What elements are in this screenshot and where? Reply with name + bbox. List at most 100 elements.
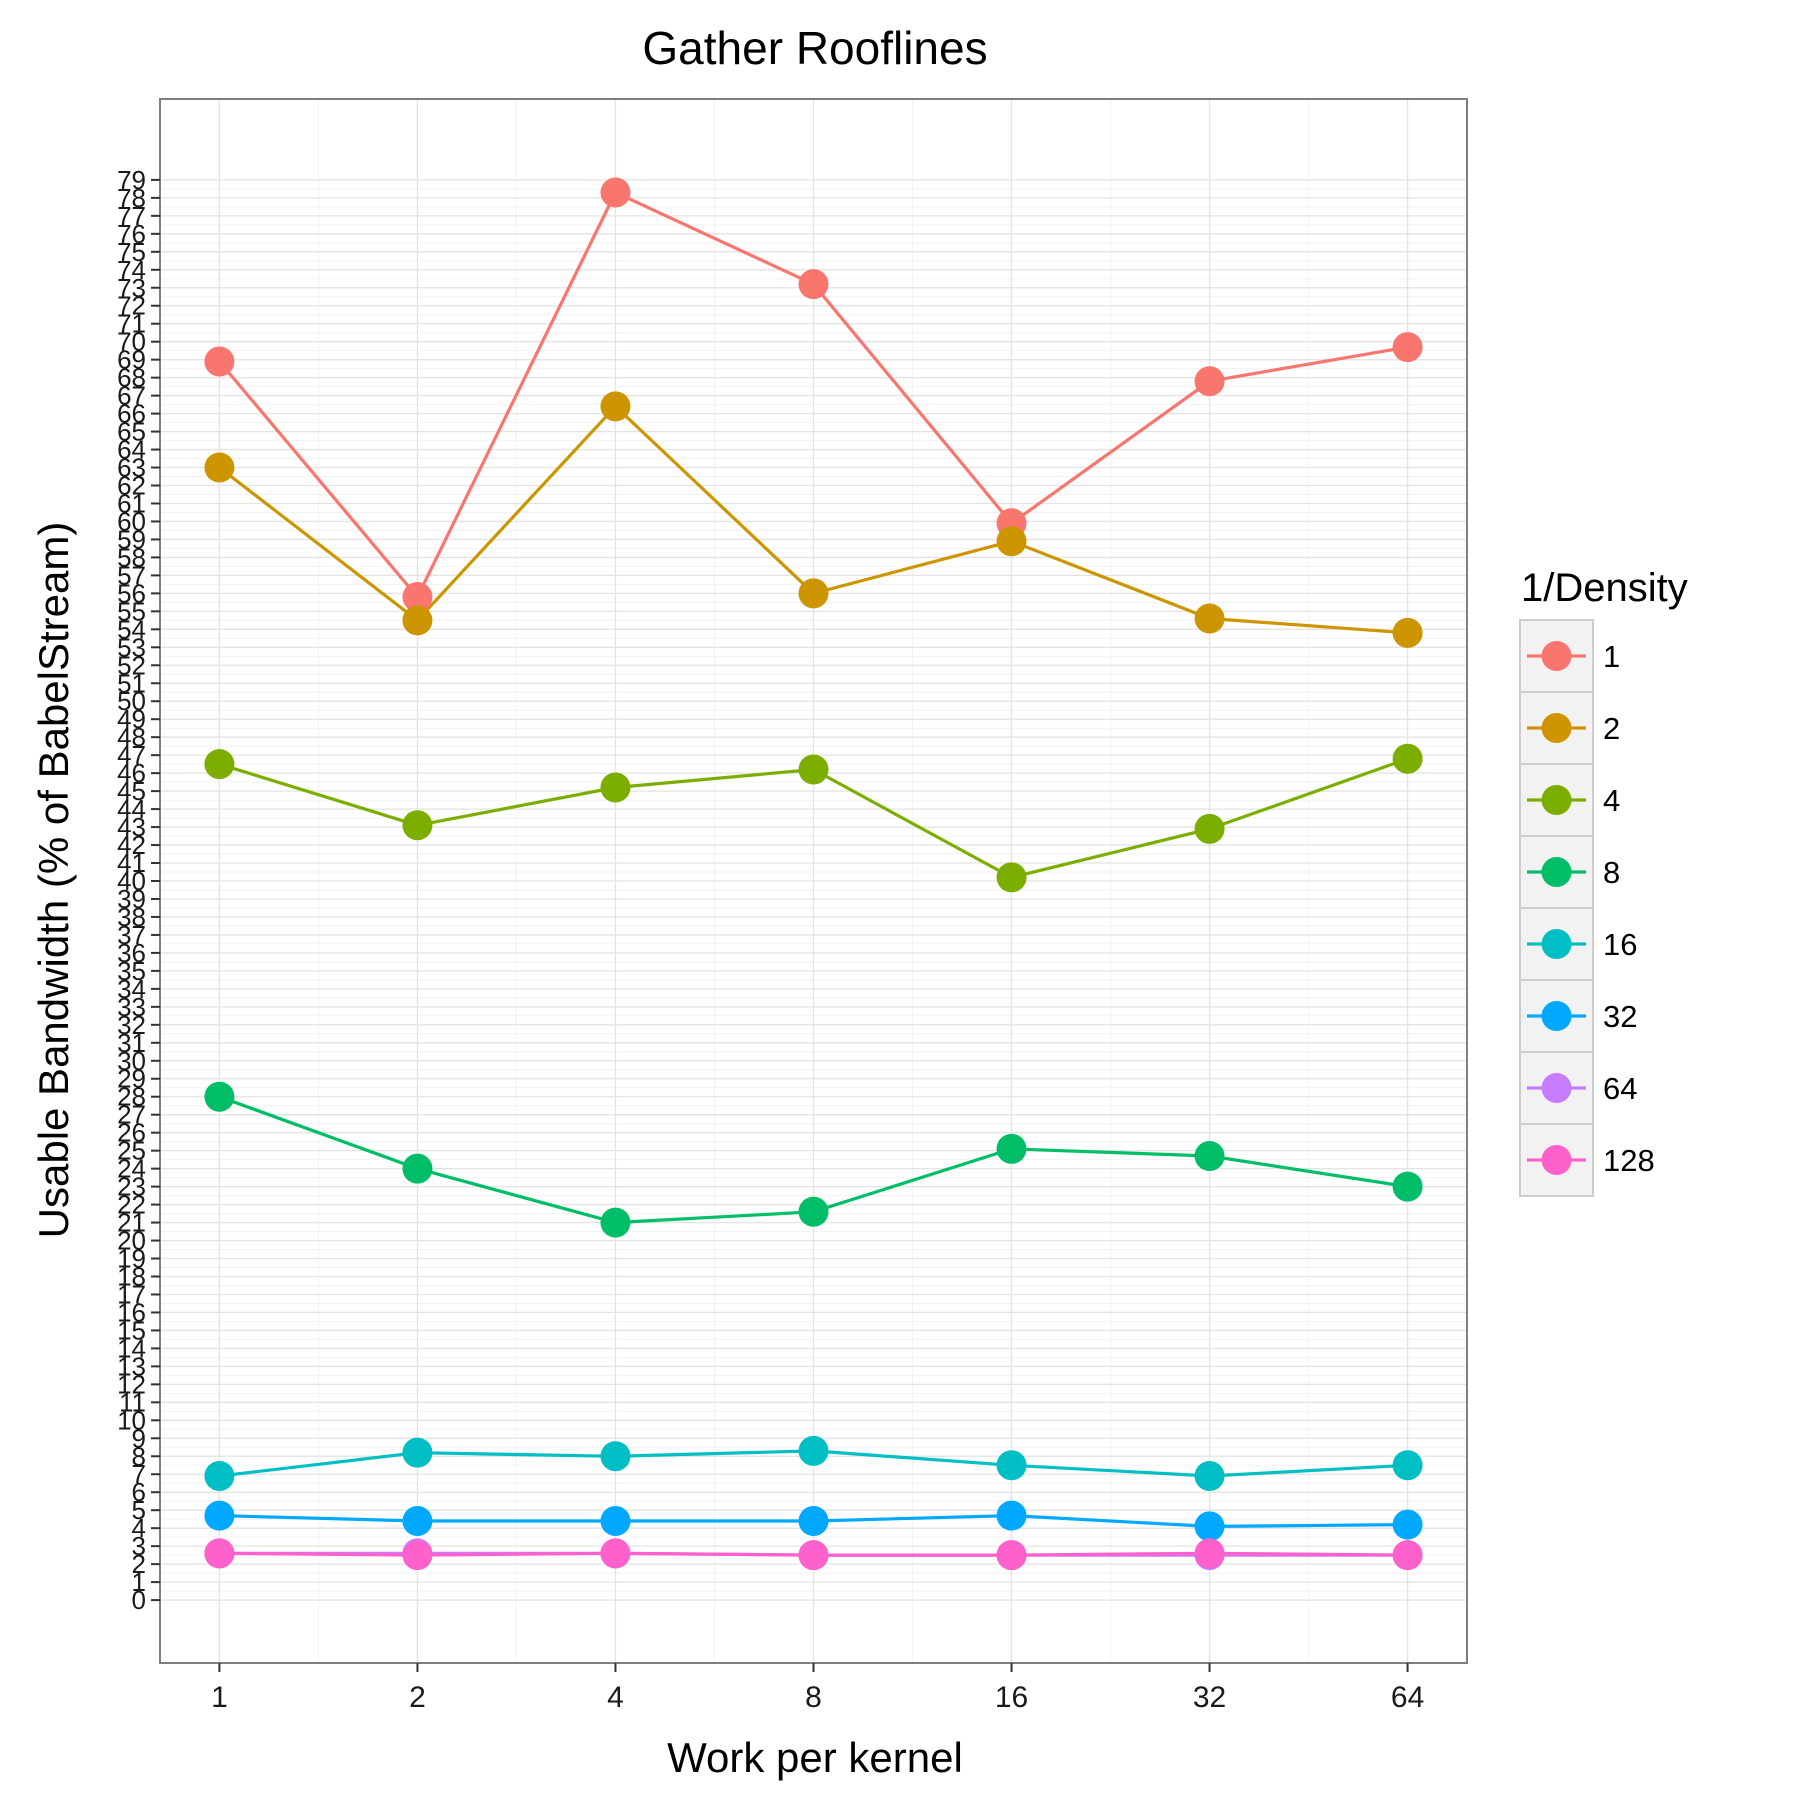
data-point-8 xyxy=(600,1207,631,1238)
data-point-32 xyxy=(1392,1509,1423,1540)
legend-key-point xyxy=(1541,857,1572,887)
data-point-2 xyxy=(996,526,1027,557)
data-point-32 xyxy=(204,1500,235,1531)
legend-label: 1 xyxy=(1603,639,1620,674)
y-tick-label: 76 xyxy=(117,219,146,249)
data-point-1 xyxy=(402,581,433,612)
y-tick-label: 42 xyxy=(117,830,146,860)
y-tick-label: 65 xyxy=(117,417,146,447)
y-tick-label: 21 xyxy=(117,1208,146,1238)
y-tick-label: 69 xyxy=(117,345,146,375)
y-tick-label: 79 xyxy=(117,165,146,195)
y-tick-label: 22 xyxy=(117,1190,146,1220)
data-point-2 xyxy=(798,578,829,609)
y-tick-label: 37 xyxy=(117,920,146,950)
y-tick-label: 10 xyxy=(117,1405,146,1435)
data-point-16 xyxy=(1392,1450,1423,1481)
y-tick-label: 77 xyxy=(117,201,146,231)
y-tick-label: 67 xyxy=(117,381,146,411)
data-point-8 xyxy=(402,1153,433,1184)
y-tick-label: 71 xyxy=(117,309,146,339)
y-tick-label: 5 xyxy=(132,1495,146,1525)
y-axis-title: Usable Bandwidth (% of BabelStream) xyxy=(30,522,77,1239)
data-point-2 xyxy=(204,452,235,483)
data-point-128 xyxy=(996,1540,1027,1571)
data-point-32 xyxy=(600,1505,631,1536)
x-tick-label: 8 xyxy=(805,1681,822,1714)
y-tick-label: 38 xyxy=(117,902,146,932)
y-tick-label: 29 xyxy=(117,1064,146,1094)
y-tick-label: 74 xyxy=(117,255,146,285)
y-tick-label: 15 xyxy=(117,1315,146,1345)
y-tick-label: 61 xyxy=(117,488,146,518)
legend-items: 1 2 4 8 16 32 64 128 xyxy=(1519,619,1655,1197)
y-tick-label: 48 xyxy=(117,722,146,752)
legend-label: 16 xyxy=(1603,927,1637,962)
legend-key-point xyxy=(1541,713,1572,743)
legend-title: 1/Density xyxy=(1521,566,1688,610)
data-point-4 xyxy=(1194,813,1225,844)
data-point-4 xyxy=(996,862,1027,893)
y-tick-label: 13 xyxy=(117,1351,146,1381)
y-tick-label: 57 xyxy=(117,560,146,590)
y-tick-label: 40 xyxy=(117,866,146,896)
legend-key-point xyxy=(1541,1073,1572,1103)
y-tick-label: 56 xyxy=(117,578,146,608)
data-point-4 xyxy=(402,810,433,841)
legend-label: 4 xyxy=(1603,783,1620,818)
y-tick-label: 24 xyxy=(117,1154,146,1184)
data-point-8 xyxy=(204,1081,235,1112)
data-point-16 xyxy=(204,1461,235,1492)
data-point-8 xyxy=(996,1133,1027,1164)
data-point-32 xyxy=(996,1500,1027,1531)
y-tick-label: 25 xyxy=(117,1136,146,1166)
data-point-128 xyxy=(402,1540,433,1571)
data-point-4 xyxy=(600,772,631,803)
y-tick-label: 51 xyxy=(117,668,146,698)
data-point-8 xyxy=(798,1196,829,1227)
y-tick-label: 0 xyxy=(132,1585,146,1615)
y-tick-label: 31 xyxy=(117,1028,146,1058)
x-tick-label: 2 xyxy=(409,1681,426,1714)
y-tick-label: 60 xyxy=(117,506,146,536)
y-tick-label: 39 xyxy=(117,884,146,914)
data-point-128 xyxy=(600,1538,631,1569)
y-tick-label: 50 xyxy=(117,686,146,716)
y-tick-label: 35 xyxy=(117,956,146,986)
y-tick-label: 63 xyxy=(117,453,146,483)
data-point-16 xyxy=(798,1435,829,1466)
series-points xyxy=(204,177,1423,1571)
data-point-4 xyxy=(204,749,235,780)
y-tick-label: 6 xyxy=(132,1477,146,1507)
y-tick-label: 2 xyxy=(132,1549,146,1579)
y-tick-label: 20 xyxy=(117,1226,146,1256)
y-tick-label: 46 xyxy=(117,758,146,788)
y-tick-label: 41 xyxy=(117,848,146,878)
x-tick-label: 1 xyxy=(211,1681,228,1714)
y-tick-label: 49 xyxy=(117,704,146,734)
legend-label: 8 xyxy=(1603,855,1620,890)
y-tick-label: 28 xyxy=(117,1082,146,1112)
y-tick-label: 3 xyxy=(132,1531,146,1561)
data-point-128 xyxy=(1392,1540,1423,1571)
legend-key-point xyxy=(1541,785,1572,815)
y-tick-label: 32 xyxy=(117,1010,146,1040)
y-tick-label: 34 xyxy=(117,974,146,1004)
y-tick-label: 58 xyxy=(117,542,146,572)
data-point-1 xyxy=(204,346,235,377)
legend-label: 32 xyxy=(1603,999,1637,1034)
y-tick-label: 12 xyxy=(117,1369,146,1399)
data-point-1 xyxy=(798,269,829,300)
y-tick-label: 23 xyxy=(117,1172,146,1202)
data-point-2 xyxy=(1392,617,1423,648)
y-tick-label: 30 xyxy=(117,1046,146,1076)
data-point-4 xyxy=(798,754,829,785)
legend-key-point xyxy=(1541,1001,1572,1031)
y-tick-label: 54 xyxy=(117,614,146,644)
y-tick-label: 14 xyxy=(117,1333,146,1363)
y-tick-label: 27 xyxy=(117,1100,146,1130)
legend: 1/Density 1 2 4 8 16 32 64 128 xyxy=(1519,566,1688,1197)
y-tick-label: 72 xyxy=(117,291,146,321)
y-tick-label: 64 xyxy=(117,435,146,465)
